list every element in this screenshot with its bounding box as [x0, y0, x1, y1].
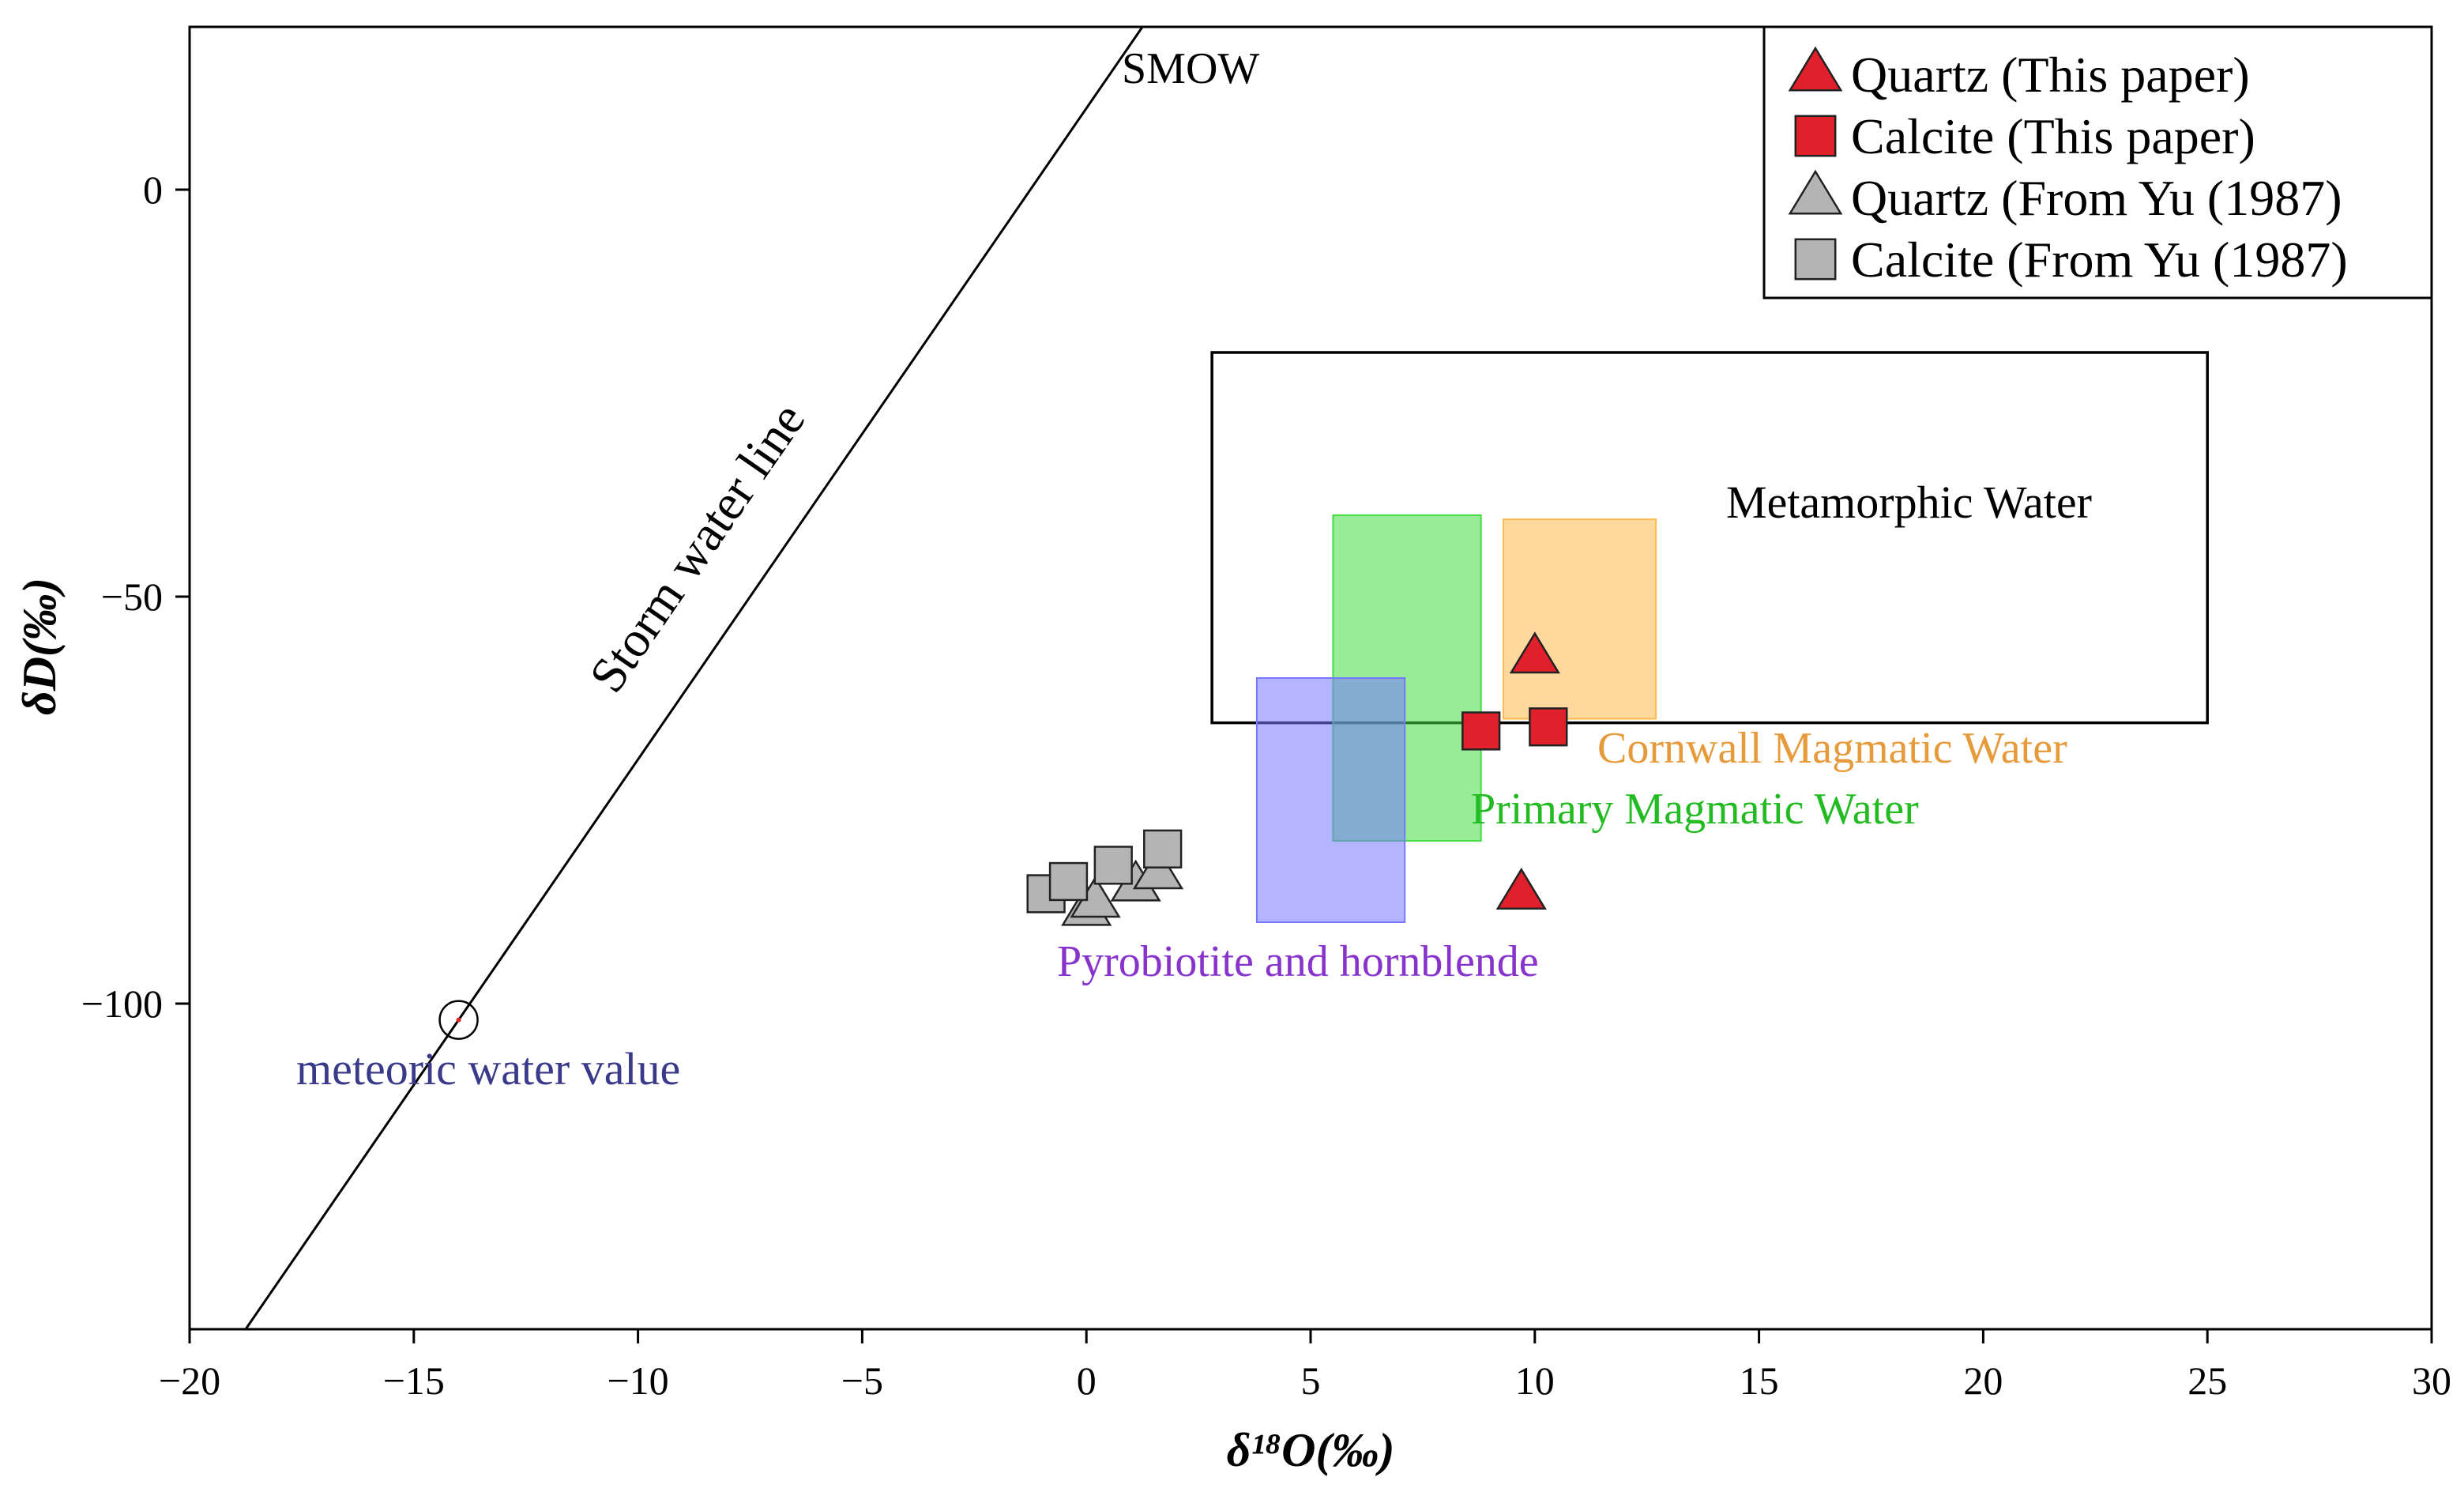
smow-label: SMOW	[1122, 44, 1259, 93]
calcite-yu-1987-point	[1093, 846, 1133, 885]
y-tick-label: 0	[143, 168, 163, 212]
metamorphic-water-region	[1210, 351, 2209, 725]
x-tick-label: −10	[607, 1358, 668, 1403]
meteoric-water-label: meteoric water value	[296, 1043, 680, 1095]
y-axis-title: δD(‰)	[13, 578, 66, 715]
reference-lines	[244, 27, 1144, 1329]
x-tick-label: −15	[383, 1358, 445, 1403]
x-tick-label: −20	[159, 1358, 220, 1403]
x-axis-title: δ¹⁸O(‰)	[1227, 1424, 1395, 1476]
calcite-this-paper-point	[1461, 711, 1501, 751]
legend-box	[1762, 25, 2433, 300]
cornwall-magmatic-water-label: Cornwall Magmatic Water	[1597, 724, 2067, 773]
cornwall-magmatic-water-region	[1503, 518, 1657, 720]
legend-quartz-this-paper-label: Quartz (This paper)	[1851, 47, 2250, 103]
legend-calcite-yu-1987-marker	[1794, 238, 1837, 281]
meteoric-water-marker	[438, 1000, 479, 1040]
x-tick-label: 30	[2412, 1358, 2451, 1403]
quartz-this-paper-point	[1495, 867, 1547, 910]
regions	[1210, 351, 2209, 923]
pyrobiotite-hornblende-region	[1255, 677, 1406, 923]
x-tick-label: 10	[1515, 1358, 1555, 1403]
x-tick-label: 15	[1740, 1358, 1779, 1403]
y-tick-label: −100	[81, 981, 163, 1026]
legend-quartz-yu-1987-label: Quartz (From Yu (1987)	[1851, 170, 2342, 226]
x-tick-label: 25	[2188, 1358, 2227, 1403]
legend: Quartz (This paper)Calcite (This paper) Q…	[1762, 25, 2433, 300]
x-tick-label: −5	[841, 1358, 883, 1403]
storm-water-line	[244, 27, 1144, 1329]
axes: −20 −15 −10 −5 0 5 10 15 20 25 300−50−100δ¹⁸O(‰)δD…	[13, 168, 2451, 1476]
y-tick-label: −50	[101, 575, 163, 619]
quartz-yu-1987-point	[1132, 847, 1184, 890]
quartz-this-paper-point	[1509, 631, 1560, 674]
x-tick-label: 20	[1963, 1358, 2003, 1403]
calcite-yu-1987-point	[1048, 861, 1089, 902]
data-points	[1026, 631, 1568, 926]
x-tick-label: 5	[1301, 1358, 1321, 1403]
metamorphic-water-label: Metamorphic Water	[1726, 477, 2092, 528]
pyrobiotite-hornblende-label: Pyrobiotite and hornblende	[1057, 937, 1539, 986]
legend-calcite-this-paper-label: Calcite (This paper)	[1851, 108, 2255, 164]
legend-calcite-this-paper-marker	[1794, 115, 1837, 157]
calcite-this-paper-point	[1529, 707, 1568, 747]
x-tick-label: 0	[1077, 1358, 1097, 1403]
meteoric-water-point	[456, 1017, 461, 1023]
legend-quartz-yu-1987-marker	[1788, 169, 1843, 215]
legend-calcite-yu-1987-label: Calcite (From Yu (1987)	[1851, 232, 2348, 288]
calcite-yu-1987-point	[1143, 829, 1183, 868]
legend-quartz-this-paper-marker	[1788, 46, 1843, 92]
primary-magmatic-water-label: Primary Magmatic Water	[1471, 785, 1919, 834]
